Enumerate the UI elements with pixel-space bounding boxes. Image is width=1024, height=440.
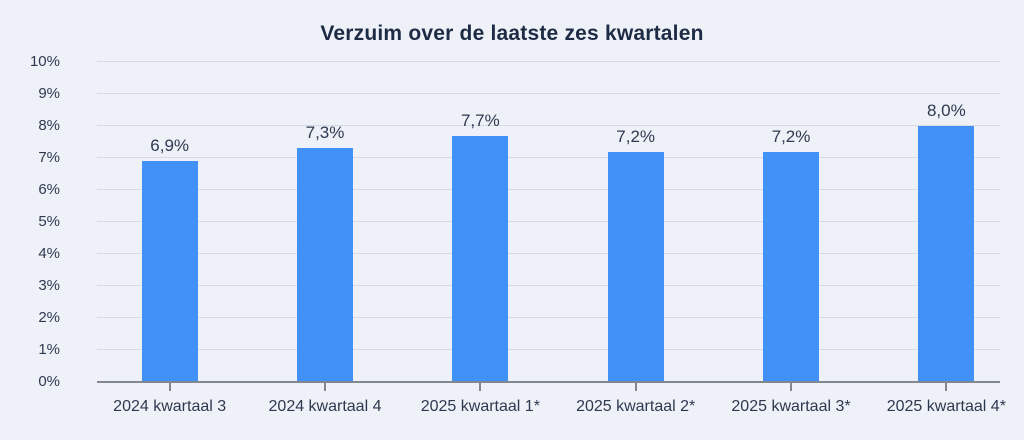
gridline xyxy=(97,61,1000,62)
y-axis-tick-label: 5% xyxy=(38,213,60,230)
x-axis-tick-label: 2024 kwartaal 3 xyxy=(113,398,227,415)
x-axis-line xyxy=(97,381,1000,383)
y-axis-tick-label: 6% xyxy=(38,181,60,198)
y-axis-tick-label: 3% xyxy=(38,277,60,294)
bar-value-label: 7,7% xyxy=(460,110,500,130)
bar[interactable] xyxy=(452,135,509,382)
y-axis-tick-label: 2% xyxy=(38,309,60,326)
y-axis-tick-label: 8% xyxy=(38,117,60,134)
chart-title: Verzuim over de laatste zes kwartalen xyxy=(320,22,704,45)
gridline xyxy=(97,317,1000,318)
x-axis-tick xyxy=(945,383,948,391)
bar[interactable] xyxy=(607,151,664,382)
bar[interactable] xyxy=(763,151,819,382)
gridline xyxy=(97,253,1000,254)
y-axis-tick-label: 4% xyxy=(38,245,60,262)
bar-value-label: 7,2% xyxy=(616,126,656,146)
gridline xyxy=(97,221,1000,222)
bar-value-label: 7,3% xyxy=(305,123,345,143)
x-axis-tick-label: 2024 kwartaal 4 xyxy=(268,398,382,415)
gridline xyxy=(97,189,1000,190)
x-axis-tick xyxy=(479,383,482,391)
y-axis-tick-label: 7% xyxy=(38,149,60,166)
bar[interactable] xyxy=(297,148,353,382)
x-axis-tick xyxy=(168,383,171,391)
bar[interactable] xyxy=(918,126,975,382)
bar-value-label: 7,2% xyxy=(771,126,811,146)
y-axis-tick-label: 1% xyxy=(38,341,60,358)
y-axis-tick-label: 0% xyxy=(38,373,60,390)
x-axis-tick-label: 2025 kwartaal 2* xyxy=(576,398,696,415)
x-axis-tick xyxy=(790,383,792,391)
bar-value-label: 6,9% xyxy=(150,136,190,156)
gridline xyxy=(97,349,1000,350)
gridline xyxy=(97,125,1000,126)
gridline xyxy=(97,157,1000,158)
x-axis-tick xyxy=(634,383,637,391)
bar[interactable] xyxy=(141,161,198,382)
bar-value-label: 8,0% xyxy=(926,101,966,120)
x-axis-tick-label: 2025 kwartaal 3* xyxy=(731,398,851,415)
y-axis-tick-label: 10% xyxy=(29,53,60,70)
y-axis-tick-label: 9% xyxy=(38,85,60,102)
x-axis-tick xyxy=(324,383,326,391)
x-axis-tick-label: 2025 kwartaal 4* xyxy=(886,398,1006,415)
gridline xyxy=(97,285,1000,286)
gridline xyxy=(97,93,1000,94)
x-axis-tick-label: 2025 kwartaal 1* xyxy=(420,398,540,415)
